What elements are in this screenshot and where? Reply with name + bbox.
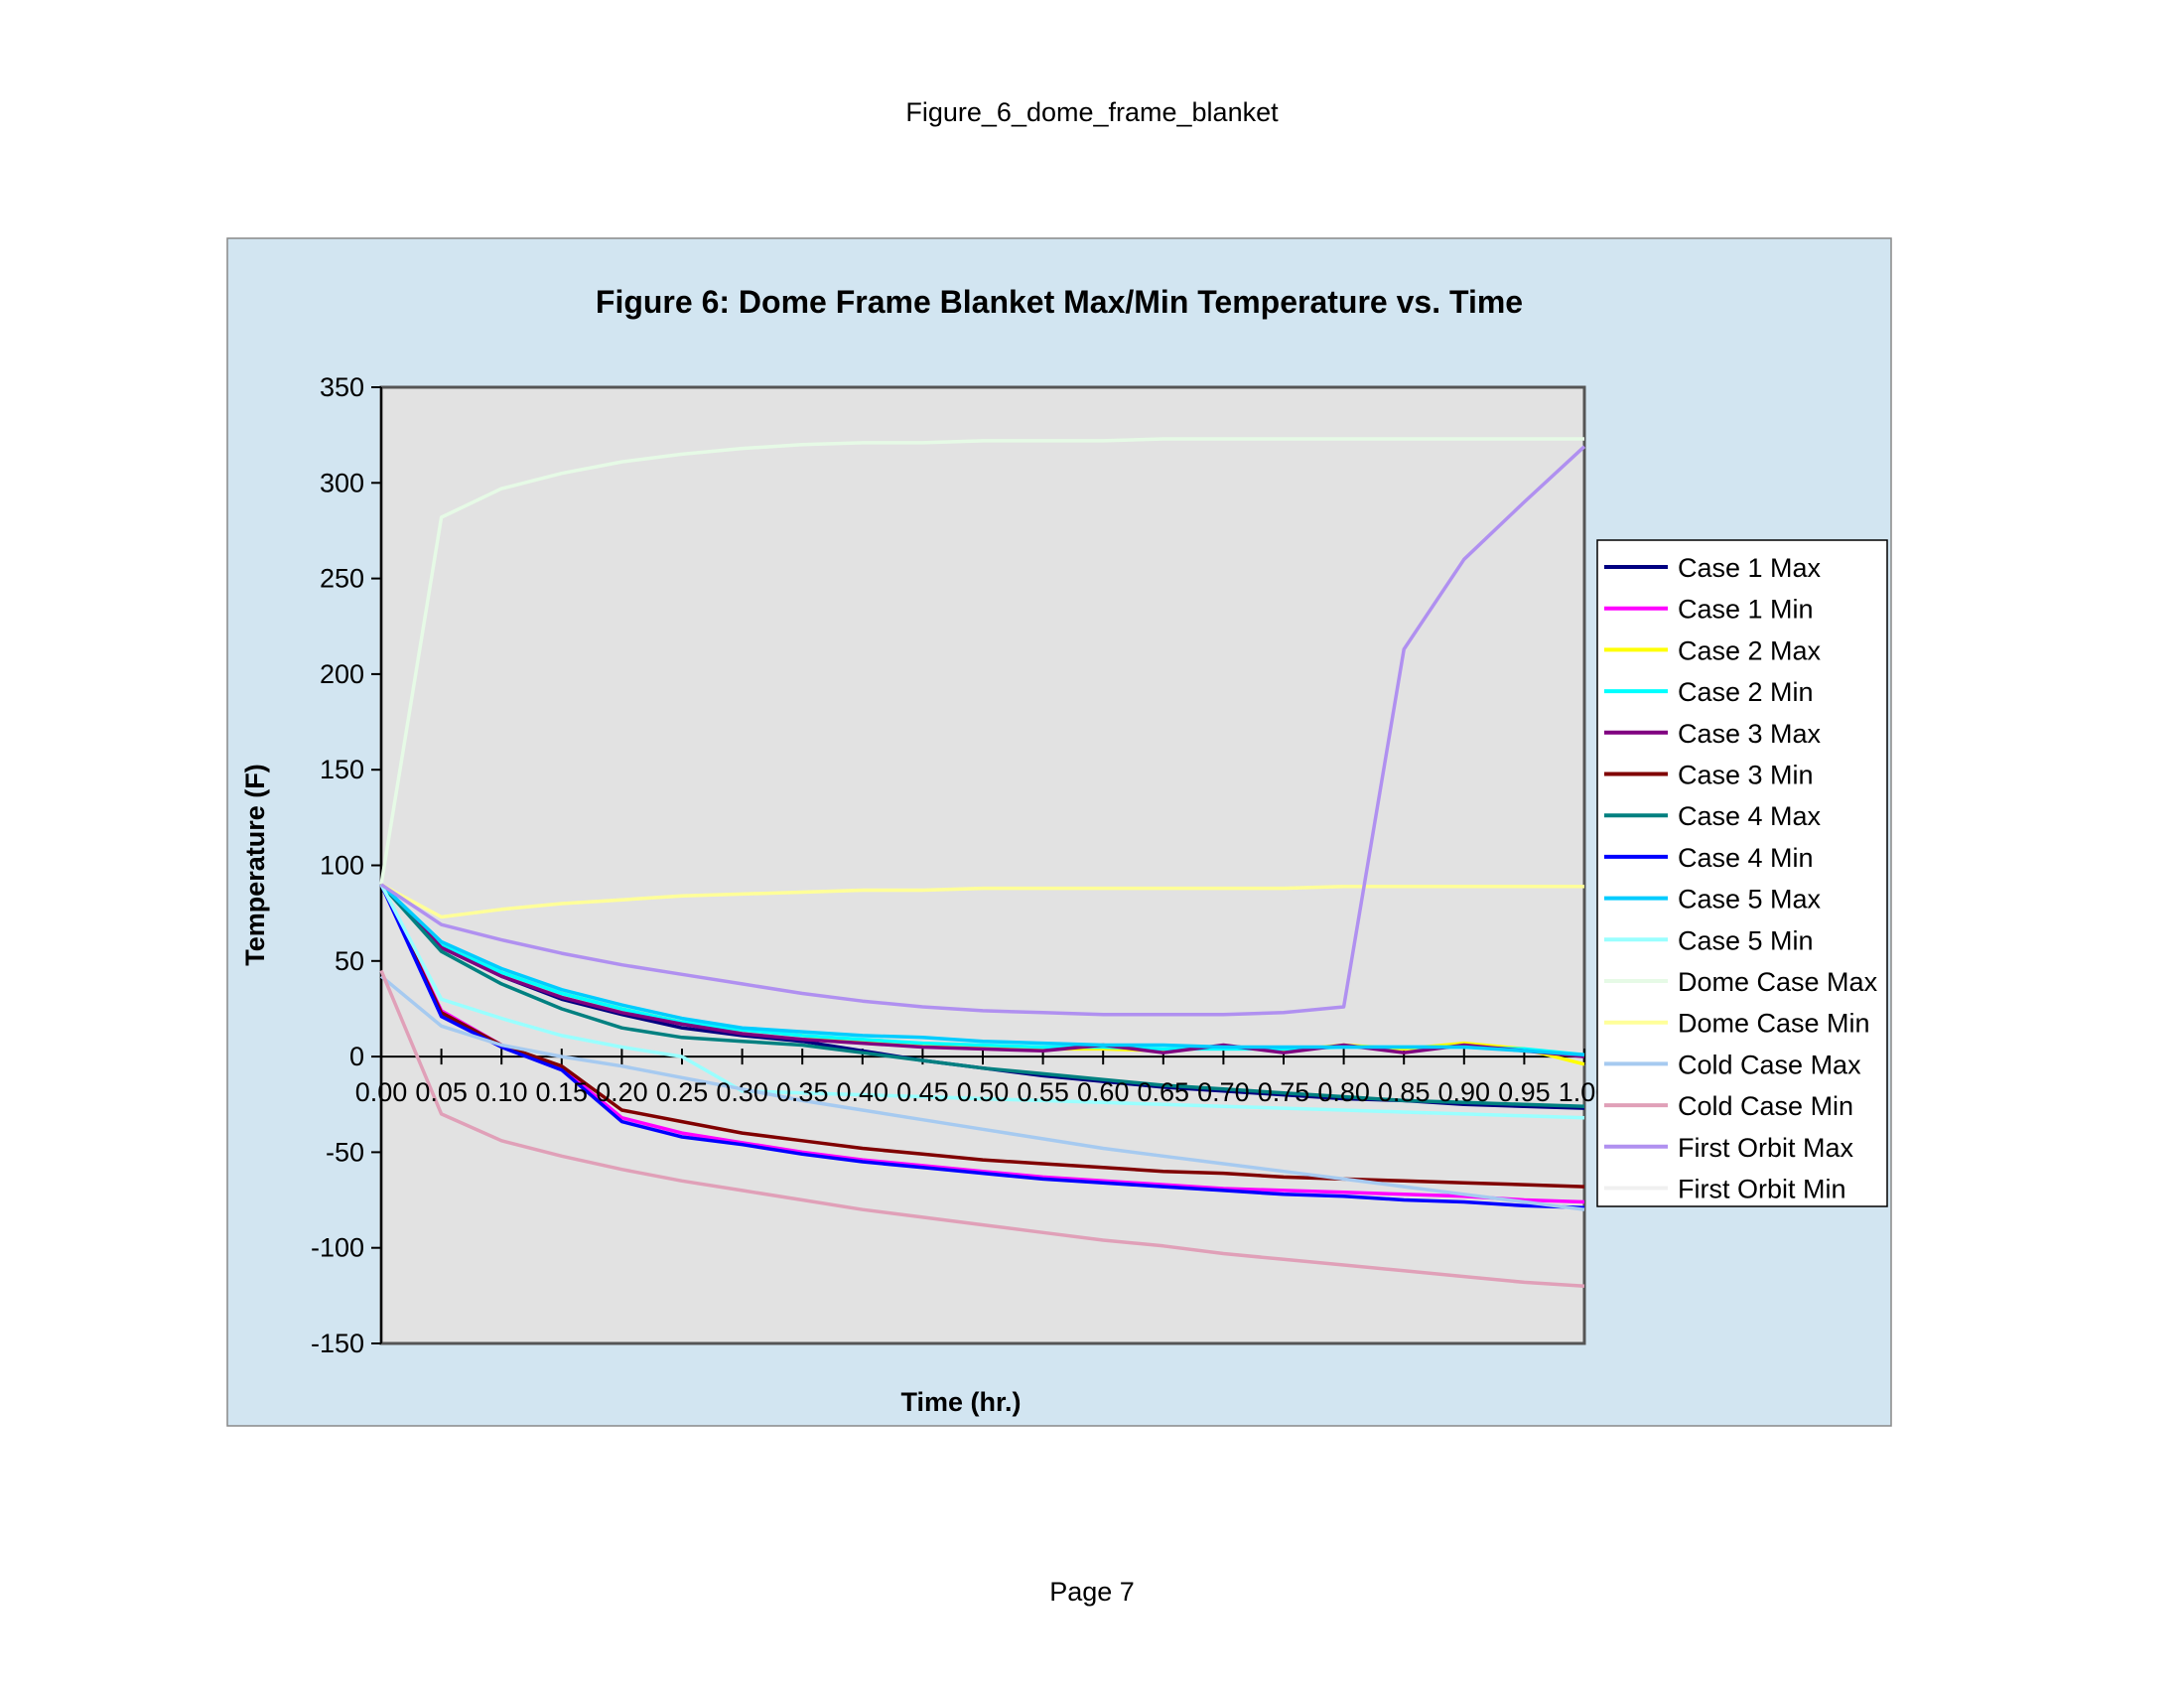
- page-header: Figure_6_dome_frame_blanket: [905, 97, 1279, 127]
- y-tick-label: 150: [320, 755, 364, 784]
- x-tick-label: 0.65: [1138, 1077, 1190, 1107]
- y-tick-label: -150: [311, 1329, 364, 1358]
- legend-label-case-5-min: Case 5 Min: [1678, 925, 1814, 955]
- x-tick-labels: 0.00 0.05 0.10 0.15 0.20 0.25 0.30 0.35 0.40 0.45…: [355, 1077, 1611, 1107]
- series-line-case-5-min: [379, 883, 1585, 1120]
- x-tick-label: 0.05: [415, 1077, 468, 1107]
- y-tick-label: 100: [320, 851, 364, 881]
- x-axis-title: Time (hr.): [900, 1387, 1021, 1417]
- x-tick-label: 0.30: [716, 1077, 768, 1107]
- x-tick-label: 0.50: [957, 1077, 1010, 1107]
- x-tick-label: 0.60: [1077, 1077, 1130, 1107]
- legend-label-case-4-max: Case 4 Max: [1678, 801, 1822, 831]
- series-line-case-4-min: [379, 884, 1585, 1210]
- legend-label-case-1-min: Case 1 Min: [1678, 595, 1814, 625]
- series-line-case-3-min: [379, 884, 1585, 1189]
- x-tick-label: 0.75: [1258, 1077, 1310, 1107]
- x-tick-label: 0.15: [536, 1077, 589, 1107]
- y-tick-label: -50: [326, 1137, 364, 1167]
- x-tick-label: 0.85: [1378, 1077, 1431, 1107]
- series-line-dome-case-max: [379, 437, 1584, 886]
- x-tick-label: 0.20: [596, 1077, 648, 1107]
- x-tick-label: 0.10: [476, 1077, 528, 1107]
- y-tick-label: -100: [311, 1233, 364, 1263]
- legend: Case 1 Max Case 1 Min Case 2 Max Case 2 Min…: [1596, 539, 1888, 1207]
- y-tick-label: 50: [335, 946, 364, 976]
- legend-label-first-orbit-max: First Orbit Max: [1678, 1133, 1854, 1163]
- y-tick-label: 200: [320, 659, 364, 689]
- x-tick-label: 0.90: [1438, 1077, 1491, 1107]
- legend-label-cold-case-min: Cold Case Min: [1678, 1091, 1853, 1121]
- y-tick-label: 0: [349, 1042, 364, 1071]
- x-tick-label: 0.95: [1498, 1077, 1551, 1107]
- y-tick-label: 350: [320, 372, 364, 402]
- x-tick-label: 0.35: [776, 1077, 829, 1107]
- legend-label-case-2-max: Case 2 Max: [1678, 635, 1822, 665]
- series-line-case-3-max: [379, 883, 1585, 1058]
- x-tick-label: 0.25: [656, 1077, 709, 1107]
- series-line-cold-case-max: [379, 974, 1585, 1211]
- x-tick-label: 0.70: [1197, 1077, 1250, 1107]
- series-line-case-5-max: [379, 883, 1585, 1056]
- x-tick-label: 0.80: [1317, 1077, 1370, 1107]
- series-line-case-1-min: [379, 884, 1585, 1204]
- y-tick-label: 300: [320, 468, 364, 497]
- legend-label-case-3-max: Case 3 Max: [1678, 719, 1822, 749]
- series-line-dome-case-min: [380, 883, 1584, 919]
- series-line-first-orbit-max: [380, 445, 1586, 1017]
- legend-label-case-2-min: Case 2 Min: [1678, 677, 1814, 707]
- x-tick-label: 0.40: [837, 1077, 889, 1107]
- y-tick-labels: 350 300 250 200 150 100 50 0 -50 -100 -150: [311, 372, 364, 1358]
- legend-label-cold-case-max: Cold Case Max: [1678, 1050, 1861, 1079]
- y-axis-title: Temperature (F): [240, 764, 270, 966]
- x-tick-label: 0.00: [355, 1077, 408, 1107]
- x-tick-label: 0.55: [1017, 1077, 1069, 1107]
- legend-label-dome-case-min: Dome Case Min: [1678, 1009, 1870, 1039]
- x-tick-label: 0.45: [896, 1077, 949, 1107]
- legend-label-case-1-max: Case 1 Max: [1678, 553, 1822, 583]
- page-footer: Page 7: [1049, 1577, 1135, 1607]
- series-line-cold-case-min: [379, 969, 1585, 1288]
- series-line-case-4-max: [379, 883, 1585, 1108]
- chart-title: Figure 6: Dome Frame Blanket Max/Min Tem…: [596, 284, 1523, 320]
- series-lines: [379, 437, 1586, 1288]
- legend-label-first-orbit-min: First Orbit Min: [1678, 1175, 1846, 1204]
- y-tick-label: 250: [320, 564, 364, 594]
- legend-label-case-3-min: Case 3 Min: [1678, 761, 1814, 790]
- legend-label-dome-case-max: Dome Case Max: [1678, 967, 1878, 997]
- legend-label-case-5-max: Case 5 Max: [1678, 885, 1822, 914]
- legend-label-case-4-min: Case 4 Min: [1678, 843, 1814, 873]
